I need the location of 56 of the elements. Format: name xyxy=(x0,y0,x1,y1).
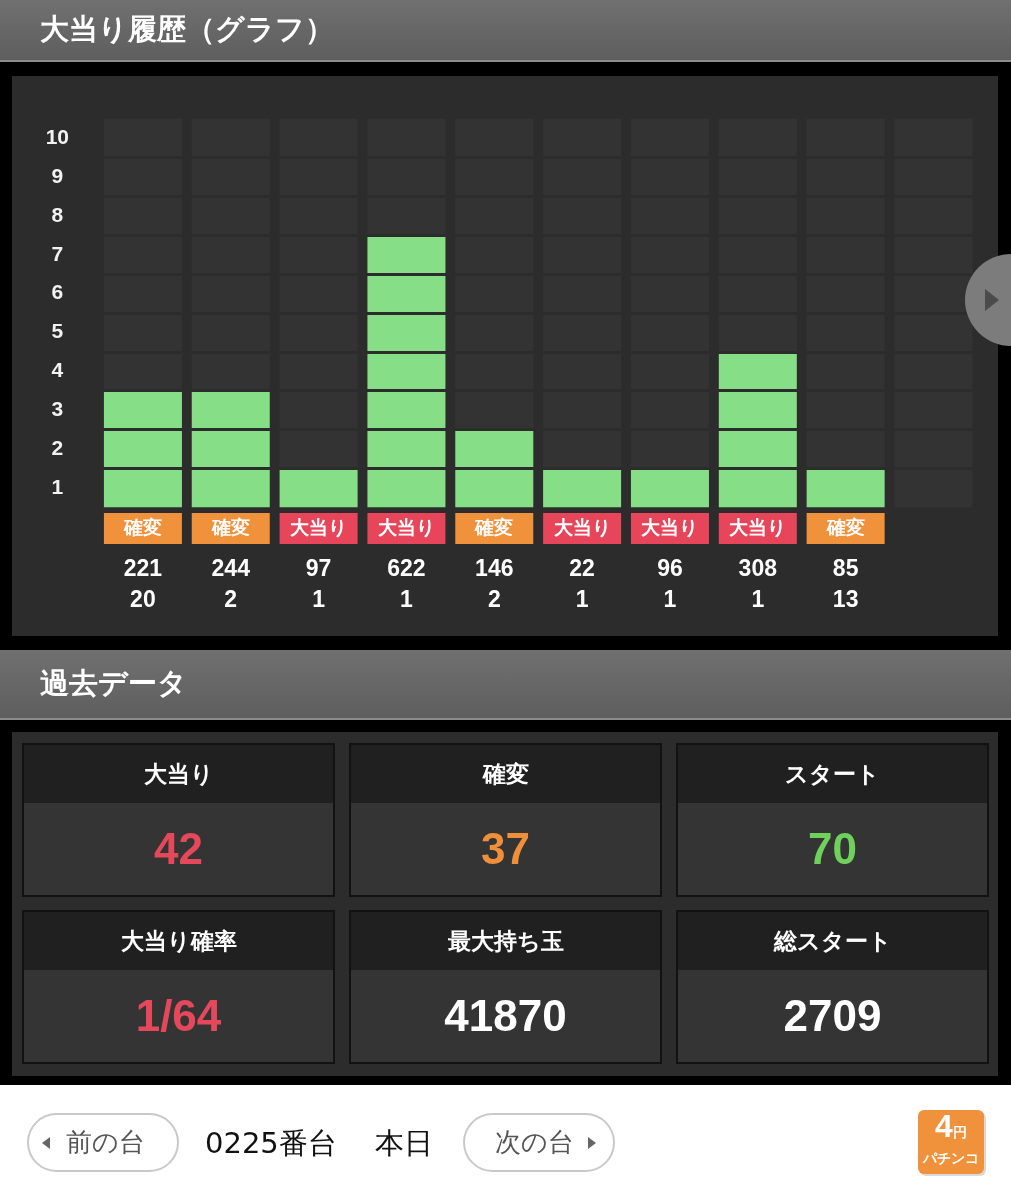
y-tick-label: 1 xyxy=(51,474,64,498)
text: 本日 xyxy=(375,1125,433,1162)
y-tick-label: 3 xyxy=(51,397,64,421)
bar xyxy=(543,118,622,469)
x-tick-label: 確変 85 13 xyxy=(825,517,865,612)
x-tick-label: 確変 221 20 xyxy=(122,517,163,612)
y-tick-label: 2 xyxy=(51,436,64,460)
bar xyxy=(806,118,885,469)
bar xyxy=(279,118,358,469)
text: 大当り xyxy=(24,745,333,803)
pill-button: 前の台 xyxy=(27,1113,179,1172)
badge-icon: 4円 パチンコ xyxy=(918,1110,984,1174)
x-tick-label: 大当り 22 1 xyxy=(553,517,611,612)
text: 確変 xyxy=(351,745,660,803)
bar xyxy=(367,235,446,508)
text: スタート xyxy=(678,745,987,803)
text: 37 xyxy=(480,823,531,875)
bar xyxy=(191,390,270,508)
x-tick-label: 確変 244 2 xyxy=(210,517,251,612)
y-tick-label: 7 xyxy=(51,241,64,265)
x-tick-label: 大当り 96 1 xyxy=(641,517,699,612)
bar xyxy=(455,118,534,430)
x-tick-label: 確変 146 2 xyxy=(474,517,514,612)
bar xyxy=(191,118,270,391)
bar xyxy=(630,468,709,508)
bar xyxy=(455,429,534,508)
text: 70 xyxy=(807,823,858,875)
x-tick-label: 大当り 622 1 xyxy=(377,517,435,612)
bar xyxy=(718,352,797,508)
text: 1/64 xyxy=(134,990,223,1042)
chart-title: 大当り履歴（グラフ） xyxy=(40,11,334,48)
bar xyxy=(103,118,182,391)
bar xyxy=(543,468,622,508)
text: 41870 xyxy=(443,990,568,1042)
bar xyxy=(103,390,182,508)
x-tick-label: 大当り 97 1 xyxy=(290,517,348,612)
text: 0225番台 xyxy=(205,1125,337,1162)
bar xyxy=(367,118,446,236)
y-tick-label: 4 xyxy=(51,358,64,382)
bar xyxy=(806,468,885,508)
bar xyxy=(630,118,709,469)
x-tick-label: 大当り 308 1 xyxy=(729,517,787,612)
y-tick-label: 6 xyxy=(51,280,64,304)
text: 最大持ち玉 xyxy=(351,912,660,970)
text: 過去データ xyxy=(40,665,187,702)
y-tick-label: 10 xyxy=(45,124,69,148)
bar xyxy=(279,468,358,508)
bar xyxy=(894,118,973,508)
text: 2709 xyxy=(782,990,883,1042)
text: 総スタート xyxy=(678,912,987,970)
text: 大当り確率 xyxy=(24,912,333,970)
y-tick-label: 5 xyxy=(51,319,64,343)
text: 42 xyxy=(153,823,204,875)
pill-button: 次の台 xyxy=(463,1113,615,1172)
y-tick-label: 8 xyxy=(51,202,64,226)
y-tick-label: 9 xyxy=(51,163,64,187)
